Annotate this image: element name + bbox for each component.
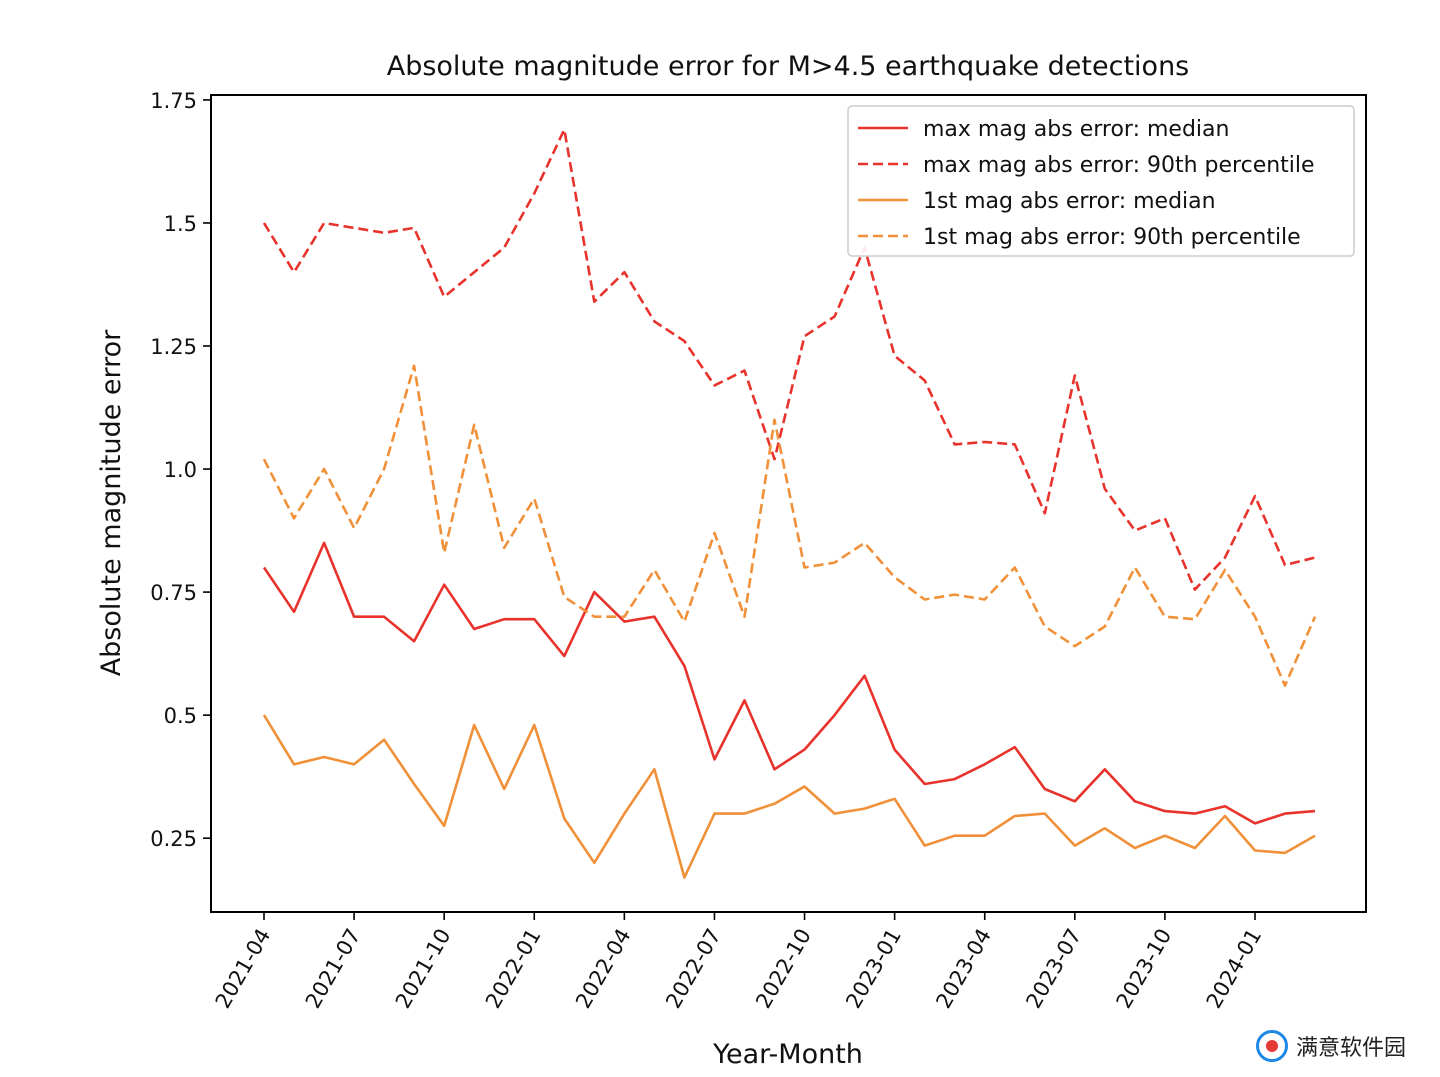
x-tick-label: 2021-07	[301, 925, 366, 1013]
watermark: 满意软件园	[1256, 1030, 1406, 1062]
chart-title: Absolute magnitude error for M>4.5 earth…	[387, 51, 1190, 82]
y-tick-label: 1.0	[164, 458, 197, 482]
watermark-logo-icon	[1256, 1030, 1288, 1062]
legend-label: max mag abs error: median	[923, 117, 1229, 142]
y-tick-label: 1.25	[150, 335, 197, 359]
y-tick-label: 1.5	[164, 212, 197, 236]
y-axis-label: Absolute magnitude error	[96, 329, 127, 676]
y-axis: 0.25 0.5 0.75 1.0 1.25 1.5 1.75	[150, 89, 211, 851]
x-tick-label: 2022-04	[571, 925, 636, 1013]
y-tick-label: 0.5	[164, 704, 197, 728]
x-axis: 2021-04 2021-07 2021-10 2022-01 2022-04 2022-…	[211, 912, 1267, 1013]
y-tick-label: 0.75	[150, 581, 197, 605]
series-line-1	[262, 541, 1316, 825]
legend-label: 1st mag abs error: 90th percentile	[923, 225, 1301, 250]
x-tick-label: 2024-01	[1202, 925, 1267, 1013]
watermark-text: 满意软件园	[1296, 1036, 1407, 1061]
series-line-3	[262, 714, 1316, 879]
x-tick-label: 2023-10	[1112, 925, 1177, 1013]
x-tick-label: 2023-04	[931, 925, 996, 1013]
x-tick-label: 2023-01	[841, 925, 906, 1013]
legend-label: 1st mag abs error: median	[923, 189, 1216, 214]
series-line-2	[262, 128, 1316, 591]
legend-label: max mag abs error: 90th percentile	[923, 153, 1315, 178]
x-tick-label: 2022-07	[661, 925, 726, 1013]
legend-box	[847, 105, 1355, 257]
x-tick-label: 2023-07	[1021, 925, 1086, 1013]
y-tick-label: 1.75	[150, 89, 197, 113]
legend: max mag abs error: median max mag abs err…	[847, 105, 1355, 257]
x-tick-label: 2022-01	[481, 925, 546, 1013]
y-tick-label: 0.25	[150, 827, 197, 851]
x-tick-label: 2022-10	[751, 925, 816, 1013]
x-tick-label: 2021-04	[211, 925, 276, 1013]
series-layer	[262, 128, 1317, 879]
plot-area	[210, 94, 1367, 913]
series-line-4	[262, 364, 1317, 687]
x-axis-label: Year-Month	[712, 1039, 863, 1070]
x-tick-label: 2021-10	[391, 925, 456, 1013]
